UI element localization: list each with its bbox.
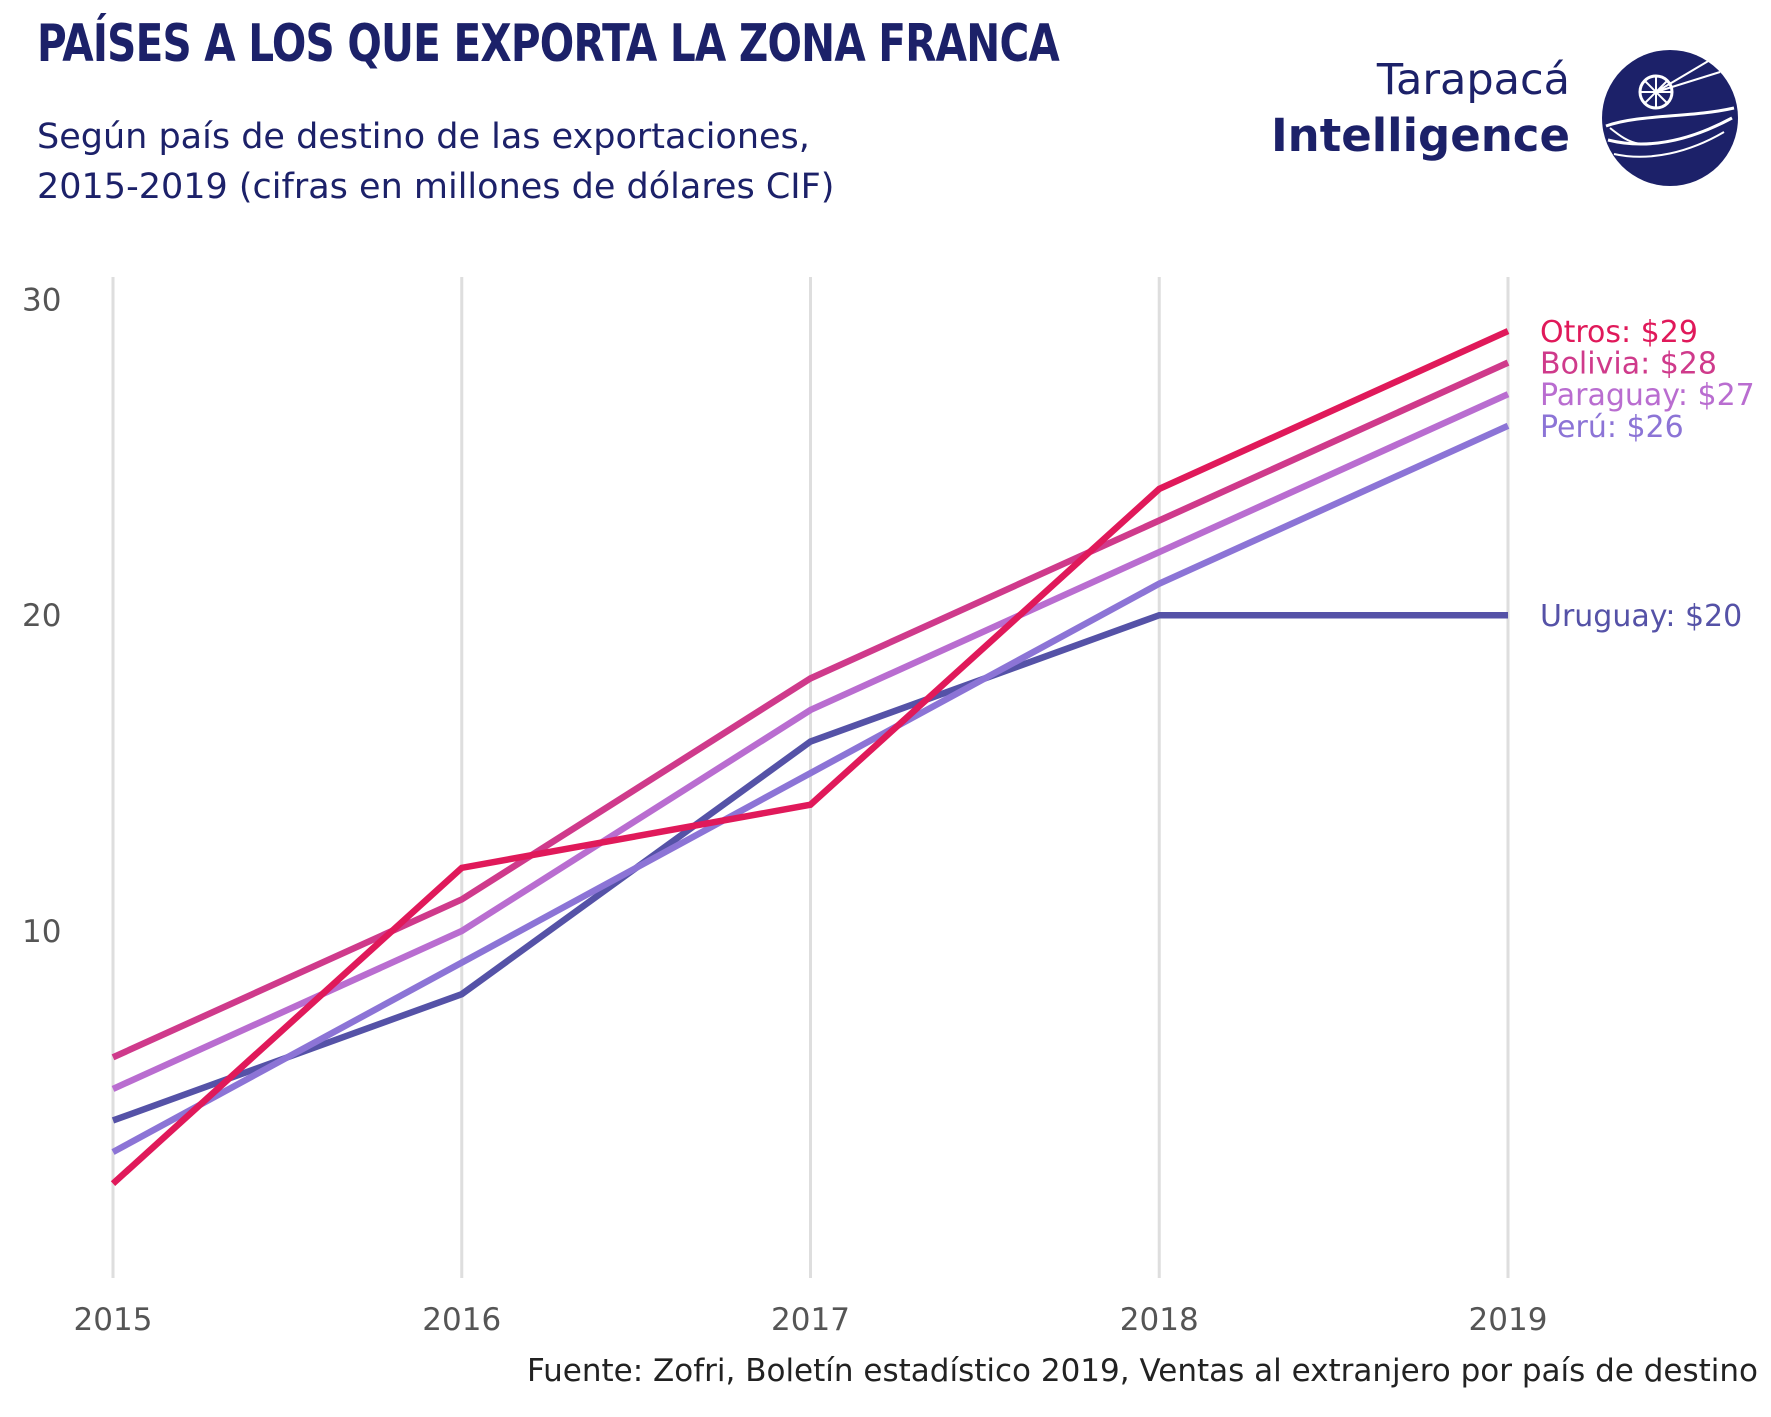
- end-label-paraguay: Paraguay: $27: [1540, 378, 1755, 413]
- series-line-paraguay: [111, 391, 1510, 1092]
- brand-name: Tarapacá Intelligence: [1240, 52, 1570, 164]
- x-tick-label: 2015: [74, 1302, 153, 1338]
- y-tick-label: 20: [22, 598, 61, 634]
- series-line-uruguay: [111, 611, 1508, 1124]
- brand-logo-icon: [1602, 50, 1738, 186]
- end-label-otros: Otros: $29: [1540, 315, 1698, 350]
- x-tick-label: 2017: [771, 1302, 850, 1338]
- end-label-peru: Perú: $26: [1540, 410, 1684, 445]
- x-tick-label: 2018: [1120, 1302, 1199, 1338]
- end-label-bolivia: Bolivia: $28: [1540, 347, 1717, 382]
- series-line-peru: [111, 422, 1510, 1155]
- chart-subtitle: Según país de destino de las exportacion…: [37, 112, 1037, 212]
- x-tick-label: 2016: [422, 1302, 501, 1338]
- subtitle-line-1: Según país de destino de las exportacion…: [37, 117, 810, 157]
- end-label-uruguay: Uruguay: $20: [1540, 599, 1742, 634]
- brand-name-line-2: Intelligence: [1270, 109, 1570, 162]
- subtitle-line-2: 2015-2019 (cifras en millones de dólares…: [37, 167, 835, 207]
- y-tick-label: 30: [22, 282, 61, 318]
- series-line-bolivia: [111, 359, 1510, 1061]
- y-tick-label: 10: [22, 914, 61, 950]
- chart-title: PAÍSES A LOS QUE EXPORTA LA ZONA FRANCA: [37, 14, 1060, 74]
- x-tick-label: 2019: [1469, 1302, 1548, 1338]
- source-note: Fuente: Zofri, Boletín estadístico 2019,…: [527, 1353, 1758, 1389]
- brand-name-line-1: Tarapacá: [1376, 55, 1570, 105]
- series-line-otros: [110, 328, 1510, 1187]
